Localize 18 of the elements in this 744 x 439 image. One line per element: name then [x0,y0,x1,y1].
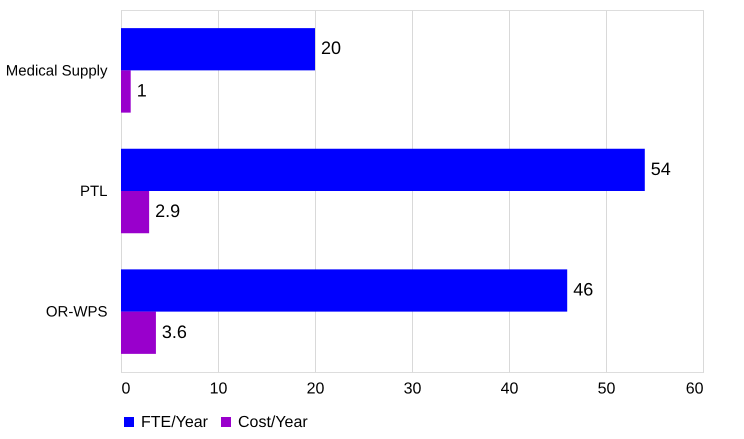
data-label: 3.6 [162,322,187,342]
data-label: 2.9 [155,201,180,222]
x-tick-label: 10 [210,380,228,398]
x-tick-label: 20 [306,380,324,398]
legend-label: FTE/Year [141,414,209,431]
data-label: 20 [321,38,342,58]
x-tick-label: 60 [686,380,704,398]
legend-label: Cost/Year [238,414,308,431]
x-tick-label: 30 [404,380,422,398]
y-tick-label: OR-WPS [46,304,108,321]
data-label: 1 [136,80,147,100]
data-label: 54 [650,158,671,179]
x-tick-label: 50 [598,380,616,398]
y-tick-label: Medical Supply [6,62,108,80]
x-tick-label: 40 [500,380,518,398]
x-tick-label: 0 [122,380,130,398]
data-label: 46 [573,280,594,300]
y-tick-label: PTL [80,183,108,200]
